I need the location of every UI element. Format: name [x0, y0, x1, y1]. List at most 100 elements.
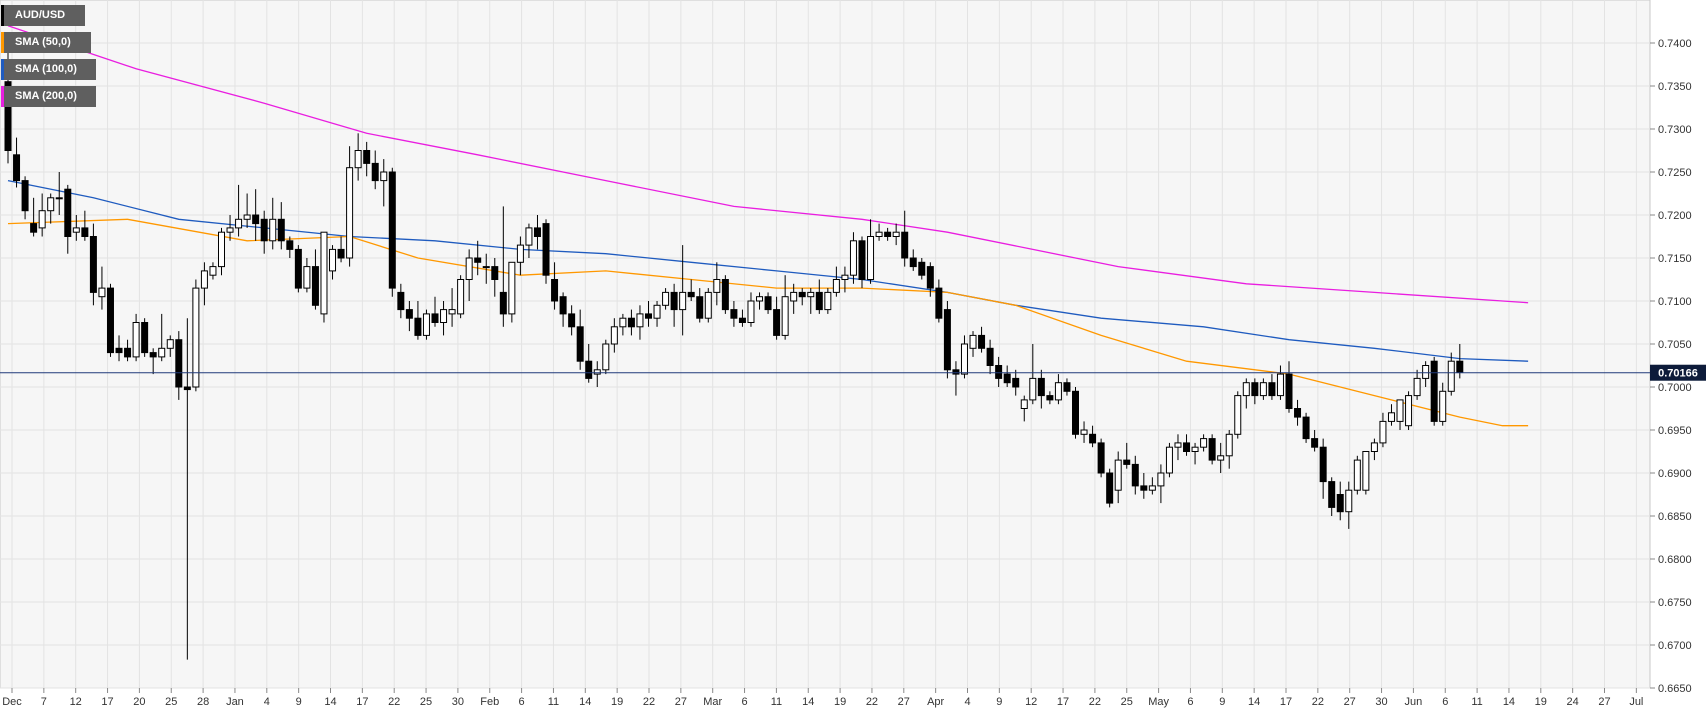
candle-body-up — [1029, 377, 1037, 401]
candle-body-up — [192, 287, 200, 388]
candle-body-down — [286, 240, 294, 250]
candle — [38, 193, 46, 237]
candle-body-down — [730, 309, 738, 319]
candle — [1123, 442, 1131, 469]
candle-body-down — [30, 223, 38, 233]
candle-body-up — [679, 291, 687, 311]
x-axis: Dec 7 12 17 20 25 28 Jan 4 9 14 17 22 25 30 Feb 6 11 14 19 2… — [2, 688, 1643, 708]
candle — [457, 275, 465, 319]
candle-body-down — [738, 317, 746, 324]
candle-body-down — [141, 322, 149, 354]
candle-body-up — [1242, 382, 1250, 397]
candle — [1439, 382, 1447, 426]
candle-body-down — [764, 296, 772, 311]
candle-body-up — [807, 291, 815, 298]
candle-body-up — [602, 343, 610, 371]
x-tick-label: 14 — [802, 696, 814, 708]
candle — [414, 301, 422, 340]
candle-body-down — [1430, 360, 1438, 422]
candle — [1242, 378, 1250, 409]
candle-body-up — [1387, 412, 1395, 422]
candle — [81, 210, 89, 241]
candle — [1422, 361, 1430, 387]
candle-body-up — [1370, 442, 1378, 452]
candle-body-down — [499, 291, 507, 315]
candle-body-down — [474, 257, 482, 263]
candle-body-up — [1413, 377, 1421, 397]
legend-item-audusd[interactable]: AUD/USD — [1, 5, 85, 26]
candle — [901, 210, 909, 267]
legend-item-sma50[interactable]: SMA (50,0) — [1, 32, 91, 53]
candle-body-up — [1439, 390, 1447, 422]
candle — [354, 133, 362, 181]
candle-body-up — [1345, 489, 1353, 513]
candle — [1174, 434, 1182, 461]
x-tick-label: 6 — [1187, 696, 1193, 708]
candle-body-down — [721, 279, 729, 311]
candle — [440, 301, 448, 336]
candle — [286, 236, 294, 258]
candle — [1063, 378, 1071, 396]
candle — [124, 339, 132, 362]
x-tick-label: 17 — [1057, 696, 1069, 708]
candle — [1131, 455, 1139, 495]
y-tick-label: 0.6950 — [1658, 425, 1692, 437]
candle-body-up — [132, 322, 140, 358]
candle-body-up — [1234, 395, 1242, 435]
candle — [1114, 451, 1122, 504]
candle-body-up — [1379, 420, 1387, 444]
candle-body-up — [867, 236, 875, 280]
legend-item-sma100[interactable]: SMA (100,0) — [1, 59, 96, 80]
candle-body-down — [1208, 438, 1216, 461]
candle-body-down — [337, 248, 345, 259]
candle-body-down — [13, 154, 21, 182]
candle — [64, 184, 72, 254]
candle-body-down — [1456, 360, 1464, 373]
x-tick-label: 9 — [996, 696, 1002, 708]
candle — [106, 283, 114, 357]
candle-body-down — [670, 291, 678, 311]
candle — [175, 331, 183, 400]
candle-body-down — [645, 313, 652, 319]
candle — [568, 305, 576, 336]
candle-body-down — [431, 313, 439, 323]
y-tick-label: 0.7350 — [1658, 81, 1692, 93]
candle — [1311, 430, 1319, 452]
candle-body-up — [1165, 446, 1173, 474]
candle — [1054, 374, 1062, 405]
candle — [1285, 361, 1293, 413]
candle — [867, 219, 875, 284]
candle — [662, 288, 670, 310]
candle — [235, 184, 243, 237]
candle — [960, 335, 968, 379]
candle-body-down — [81, 227, 89, 237]
candle — [619, 313, 627, 336]
candle — [1328, 477, 1336, 516]
candle — [158, 313, 166, 362]
candle — [516, 236, 524, 276]
y-tick-label: 0.6700 — [1658, 640, 1692, 652]
candle-body-up — [38, 210, 46, 229]
candle — [431, 296, 439, 327]
legend-item-sma200[interactable]: SMA (200,0) — [1, 86, 96, 107]
candle-body-down — [414, 317, 422, 336]
candle-body-down — [1089, 433, 1097, 444]
candle-body-down — [1063, 382, 1071, 392]
x-tick-label: 27 — [1598, 696, 1610, 708]
candle — [183, 318, 191, 660]
candle-body-down — [115, 347, 123, 354]
candle — [1447, 352, 1455, 396]
candle-body-up — [1191, 446, 1199, 453]
candle — [1276, 365, 1284, 400]
candle — [405, 301, 413, 332]
x-tick-label: Dec — [2, 696, 22, 708]
candle — [593, 361, 601, 387]
x-tick-label: 28 — [197, 696, 209, 708]
candle-body-up — [440, 309, 448, 324]
candle — [849, 232, 857, 284]
candle — [525, 223, 533, 258]
candle-body-down — [551, 279, 559, 302]
x-tick-label: 17 — [1280, 696, 1292, 708]
candle-body-up — [243, 214, 251, 220]
legend-label: AUD/USD — [15, 9, 66, 21]
